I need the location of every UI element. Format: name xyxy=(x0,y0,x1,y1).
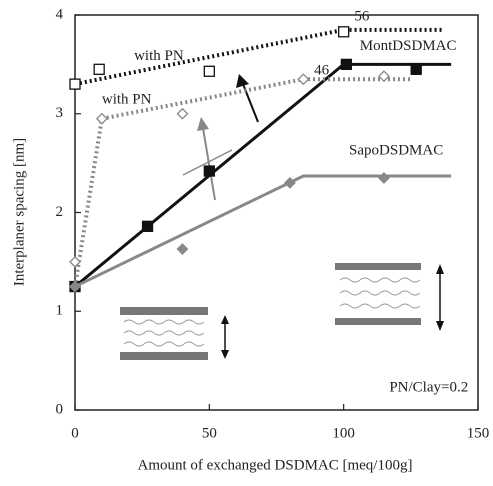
y-axis-label: Interplaner spacing [nm] xyxy=(11,138,27,286)
marker xyxy=(69,280,81,293)
series-label: SapoDSDMAC xyxy=(349,143,443,159)
x-axis-label: Amount of exchanged DSDMAC [meq/100g] xyxy=(138,457,413,473)
x-tick-label: 100 xyxy=(332,425,355,441)
clay-icon-right xyxy=(335,263,444,331)
marker xyxy=(203,65,215,77)
marker xyxy=(69,78,81,90)
y-tick-label: 3 xyxy=(56,105,64,121)
y-tick-label: 2 xyxy=(56,204,64,220)
fit-line xyxy=(73,77,411,287)
marker xyxy=(93,63,105,75)
annotation: PN/Clay=0.2 xyxy=(389,380,468,396)
y-tick-label: 1 xyxy=(56,303,64,319)
series-label: with PN xyxy=(134,48,184,64)
marker xyxy=(378,70,390,83)
series-label: MontDSDMAC xyxy=(360,38,457,54)
series-label: with PN xyxy=(102,91,152,107)
marker xyxy=(176,107,189,120)
annotation: 56 xyxy=(354,8,370,24)
fit-line xyxy=(74,174,452,288)
marker xyxy=(340,58,353,71)
marker xyxy=(284,176,296,189)
clay-icon-left xyxy=(120,307,229,360)
marker xyxy=(95,112,108,125)
y-tick-label: 4 xyxy=(56,6,64,22)
annotation: 46 xyxy=(314,63,330,79)
marker xyxy=(141,220,154,232)
marker xyxy=(176,243,189,255)
fit-line xyxy=(74,27,444,87)
marker xyxy=(338,26,350,38)
x-tick-label: 150 xyxy=(467,425,490,441)
marker xyxy=(203,165,215,177)
marker xyxy=(410,63,422,75)
marker xyxy=(378,172,390,184)
marker xyxy=(69,255,81,268)
marker xyxy=(297,73,310,86)
x-tick-label: 0 xyxy=(71,425,79,441)
x-tick-label: 50 xyxy=(202,425,217,441)
arrows xyxy=(182,74,259,201)
y-tick-label: 0 xyxy=(56,401,64,417)
